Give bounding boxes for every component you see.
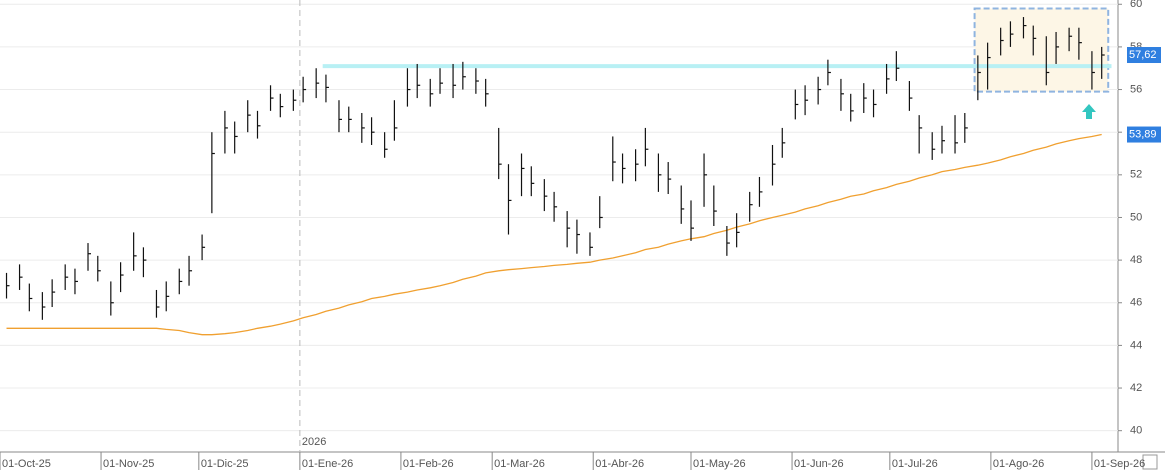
x-tick-label: 01-Mar-26 <box>494 458 545 470</box>
price-label: 57,62 <box>1129 49 1157 61</box>
x-tick-label: 01-Nov-25 <box>103 458 154 470</box>
x-tick-label: 01-Jun-26 <box>794 458 844 470</box>
year-label: 2026 <box>302 436 326 448</box>
y-tick-label: 48 <box>1130 254 1142 266</box>
highlight-box <box>973 7 1110 93</box>
x-tick-label: 01-Sep-26 <box>1094 458 1145 470</box>
price-label: 53,89 <box>1129 128 1157 140</box>
y-tick-label: 60 <box>1130 0 1142 10</box>
x-tick-label: 01-Ago-26 <box>993 458 1044 470</box>
y-tick-label: 56 <box>1130 83 1142 95</box>
x-tick-label: 01-Jul-26 <box>892 458 938 470</box>
moving-average <box>6 133 1102 336</box>
x-tick-label: 01-Oct-25 <box>2 458 51 470</box>
up-arrow <box>1082 104 1096 119</box>
x-tick-label: 01-Dic-25 <box>201 458 249 470</box>
series <box>0 0 1118 452</box>
plot-area <box>0 0 1118 452</box>
corner-icon <box>1142 454 1158 470</box>
price-label-box <box>1127 126 1161 143</box>
y-tick-label: 46 <box>1130 297 1142 309</box>
y-tick-label: 42 <box>1130 382 1142 394</box>
x-tick-label: 01-Abr-26 <box>595 458 644 470</box>
x-tick-label: 01-Ene-26 <box>302 458 353 470</box>
y-tick-label: 44 <box>1130 339 1142 351</box>
y-tick-label: 52 <box>1130 169 1142 181</box>
price-label-box <box>1127 47 1161 64</box>
x-tick-label: 01-May-26 <box>693 458 746 470</box>
y-tick-label: 50 <box>1130 211 1142 223</box>
y-tick-label: 40 <box>1130 425 1142 437</box>
x-tick-label: 01-Feb-26 <box>403 458 454 470</box>
